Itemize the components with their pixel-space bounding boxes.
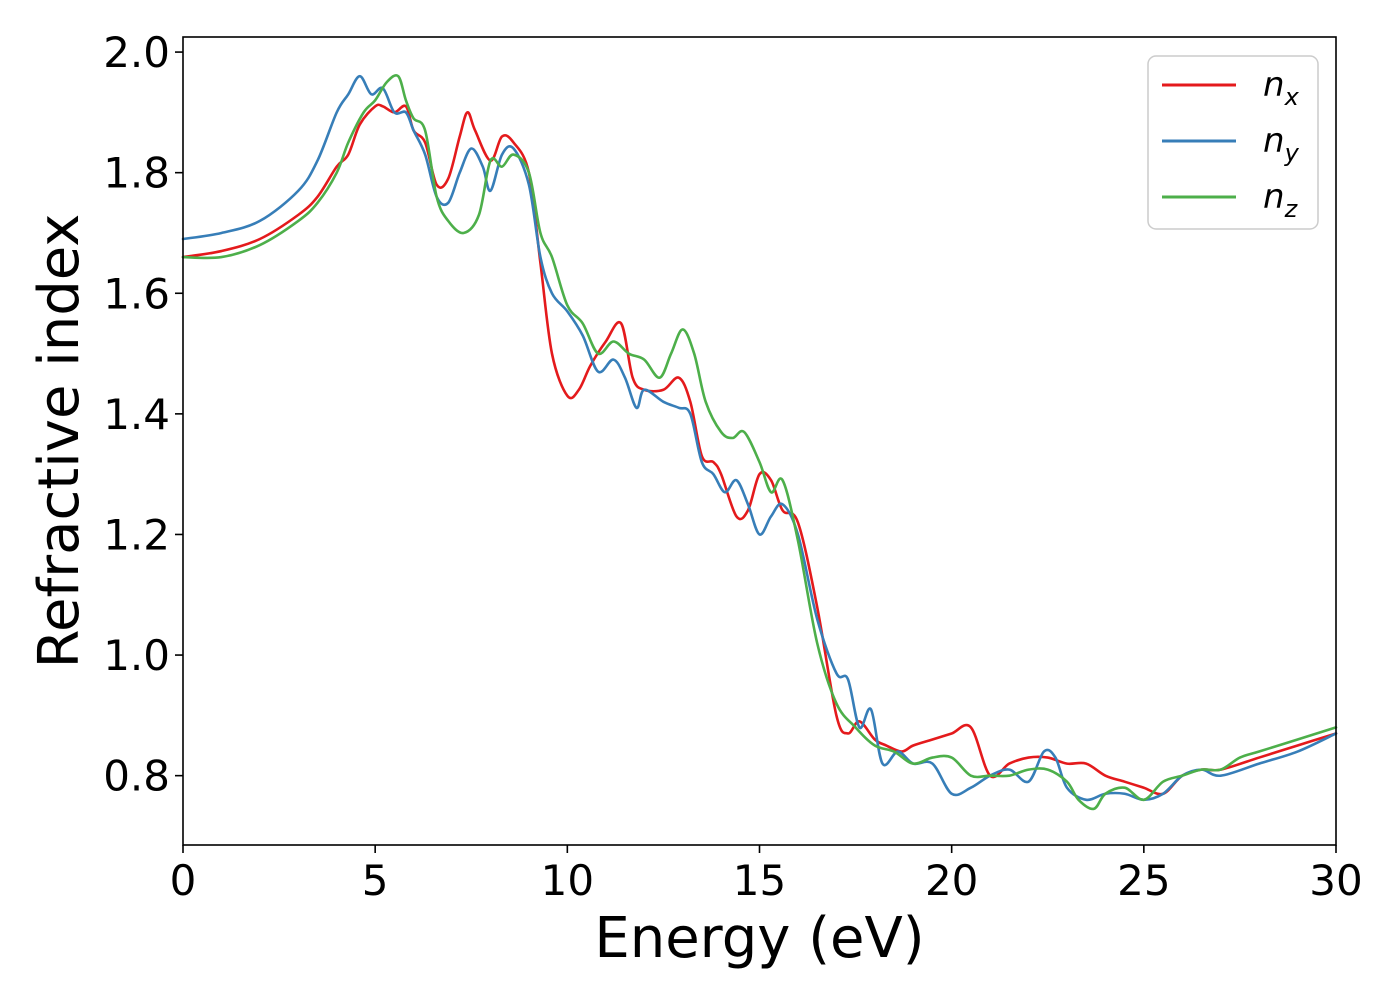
- series-line-nz: [181, 74, 1338, 811]
- x-tick-label: 25: [1117, 856, 1170, 905]
- legend-label: nx: [1263, 65, 1300, 111]
- x-axis-label: Energy (eV): [594, 906, 924, 971]
- legend-label: ny: [1263, 121, 1300, 167]
- x-tick-label: 30: [1309, 856, 1362, 905]
- x-tick-label: 20: [925, 856, 978, 905]
- x-tick-label: 5: [362, 856, 389, 905]
- y-tick-label: 2.0: [103, 28, 170, 77]
- y-tick-label: 1.2: [103, 510, 170, 559]
- y-axis-label: Refractive index: [27, 214, 92, 669]
- y-tick-label: 1.0: [103, 631, 170, 680]
- y-axis: 0.8 1.0 1.2 1.4 1.6 1.8 2.0: [103, 28, 183, 801]
- series-line-ny: [181, 74, 1338, 802]
- legend: nx ny nz: [1147, 55, 1319, 230]
- x-tick-label: 10: [541, 856, 594, 905]
- x-tick-label: 0: [170, 856, 197, 905]
- y-tick-label: 1.6: [103, 269, 170, 318]
- y-tick-label: 1.4: [103, 390, 170, 439]
- y-tick-label: 0.8: [103, 752, 170, 801]
- x-tick-label: 15: [733, 856, 786, 905]
- legend-label: nz: [1263, 177, 1299, 223]
- x-axis: 0 5 10 15 20 25 30: [170, 845, 1363, 905]
- y-tick-label: 1.8: [103, 149, 170, 198]
- plot-lines: [181, 74, 1338, 811]
